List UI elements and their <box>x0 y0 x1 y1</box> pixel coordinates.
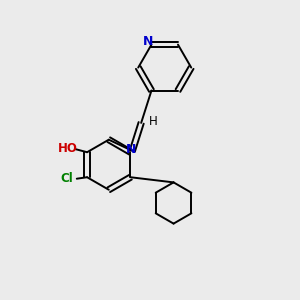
Text: HO: HO <box>58 142 78 155</box>
Text: H: H <box>148 115 157 128</box>
Text: Cl: Cl <box>60 172 73 185</box>
Text: N: N <box>126 143 136 156</box>
Text: N: N <box>143 34 153 48</box>
